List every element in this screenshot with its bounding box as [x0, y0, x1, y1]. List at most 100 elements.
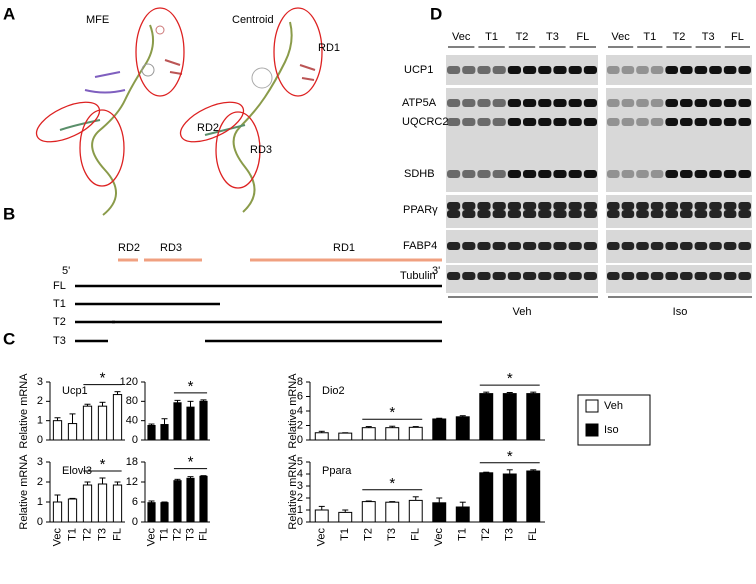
blot-band — [607, 118, 620, 126]
blot-band — [507, 170, 521, 178]
x-tick-label: T2 — [81, 528, 93, 541]
blot-band — [665, 210, 678, 218]
blot-band — [583, 272, 597, 280]
blot-band — [723, 66, 737, 74]
significance-mark: * — [507, 448, 513, 465]
x-tick-label: T2 — [480, 528, 492, 541]
blot-band — [583, 99, 597, 107]
x-tick-label: T1 — [457, 528, 469, 541]
bar — [147, 502, 156, 523]
blot-band — [621, 202, 635, 210]
blot-band — [553, 66, 567, 74]
blot-band — [507, 210, 521, 218]
blot-band — [523, 118, 537, 126]
blot-band — [680, 242, 693, 250]
x-tick-label: Vec — [316, 528, 328, 547]
bar — [314, 432, 329, 441]
lane-group-label: Vec — [452, 31, 471, 43]
construct-label: T1 — [53, 298, 66, 310]
blot-band — [507, 66, 521, 74]
panel-label: D — [430, 4, 442, 23]
x-tick-label: FL — [527, 528, 539, 541]
blot-band — [492, 242, 506, 250]
blot-band — [650, 170, 664, 178]
blot-band — [680, 210, 693, 218]
blot-band — [621, 66, 635, 74]
bar — [199, 475, 208, 523]
blot-band — [636, 99, 649, 107]
blot-band — [709, 118, 722, 126]
y-tick-label: 2 — [37, 476, 43, 488]
bar — [199, 400, 208, 441]
x-tick-label: T3 — [96, 528, 108, 541]
blot-band — [538, 99, 552, 107]
bar — [432, 502, 447, 523]
bar — [408, 499, 423, 523]
construct-label: FL — [53, 280, 66, 292]
blot-band — [447, 210, 461, 218]
western-blot: Vec T1 T2 T3 FL Vec T1 T2 T3 FL — [446, 31, 752, 293]
x-tick-label: Vec — [433, 528, 445, 547]
blot-band — [607, 272, 620, 280]
blot-band — [568, 272, 582, 280]
blot-band — [492, 210, 506, 218]
lane-group-label: T1 — [643, 31, 656, 43]
blot-band — [665, 170, 678, 178]
blot-band — [492, 66, 506, 74]
blot-band — [447, 118, 461, 126]
blot-band — [447, 99, 461, 107]
structure-label: MFE — [86, 14, 109, 26]
end-label: 5' — [62, 265, 70, 277]
blot-band — [477, 170, 491, 178]
blot-band — [523, 202, 537, 210]
blot-band — [583, 202, 597, 210]
legend: Veh Iso — [585, 399, 623, 437]
bar — [186, 477, 195, 523]
blot-band — [568, 66, 582, 74]
blot-band — [492, 99, 506, 107]
blot-band — [680, 170, 693, 178]
blot-band — [709, 170, 722, 178]
lane-group-label: T3 — [702, 31, 715, 43]
blot-band — [723, 242, 737, 250]
blot-band — [723, 99, 737, 107]
significance-mark: * — [188, 454, 194, 471]
blot-band — [583, 170, 597, 178]
x-tick-label: T1 — [66, 528, 78, 541]
blot-band — [738, 272, 751, 280]
blot-band — [636, 242, 649, 250]
blot-band — [507, 99, 521, 107]
blot-band — [583, 210, 597, 218]
blot-band — [709, 202, 722, 210]
blot-band — [477, 210, 491, 218]
blot-band — [665, 242, 678, 250]
blot-band — [607, 210, 620, 218]
region-label: RD3 — [160, 242, 182, 254]
blot-band — [568, 118, 582, 126]
y-tick-label: 1 — [37, 496, 43, 508]
blot-band — [723, 272, 737, 280]
blot-band — [709, 99, 722, 107]
x-tick-label: T3 — [386, 528, 398, 541]
lane-group-label: T1 — [485, 31, 498, 43]
blot-band — [492, 170, 506, 178]
bar — [361, 501, 376, 523]
legend-swatch — [585, 423, 599, 437]
blot-band — [507, 272, 521, 280]
blot-band — [694, 99, 708, 107]
blot-band — [553, 242, 567, 250]
significance-mark: * — [188, 378, 194, 395]
y-tick-label: 2 — [37, 395, 43, 407]
bar — [526, 470, 541, 523]
panel-label: B — [3, 204, 15, 223]
blot-band — [538, 170, 552, 178]
blot-band — [477, 118, 491, 126]
blot-band — [694, 272, 708, 280]
blot-band — [462, 118, 476, 126]
blot-band — [477, 202, 491, 210]
y-tick-label: 3 — [37, 456, 43, 468]
blot-band — [694, 202, 708, 210]
protein-label: UCP1 — [404, 64, 433, 76]
blot-band — [665, 99, 678, 107]
